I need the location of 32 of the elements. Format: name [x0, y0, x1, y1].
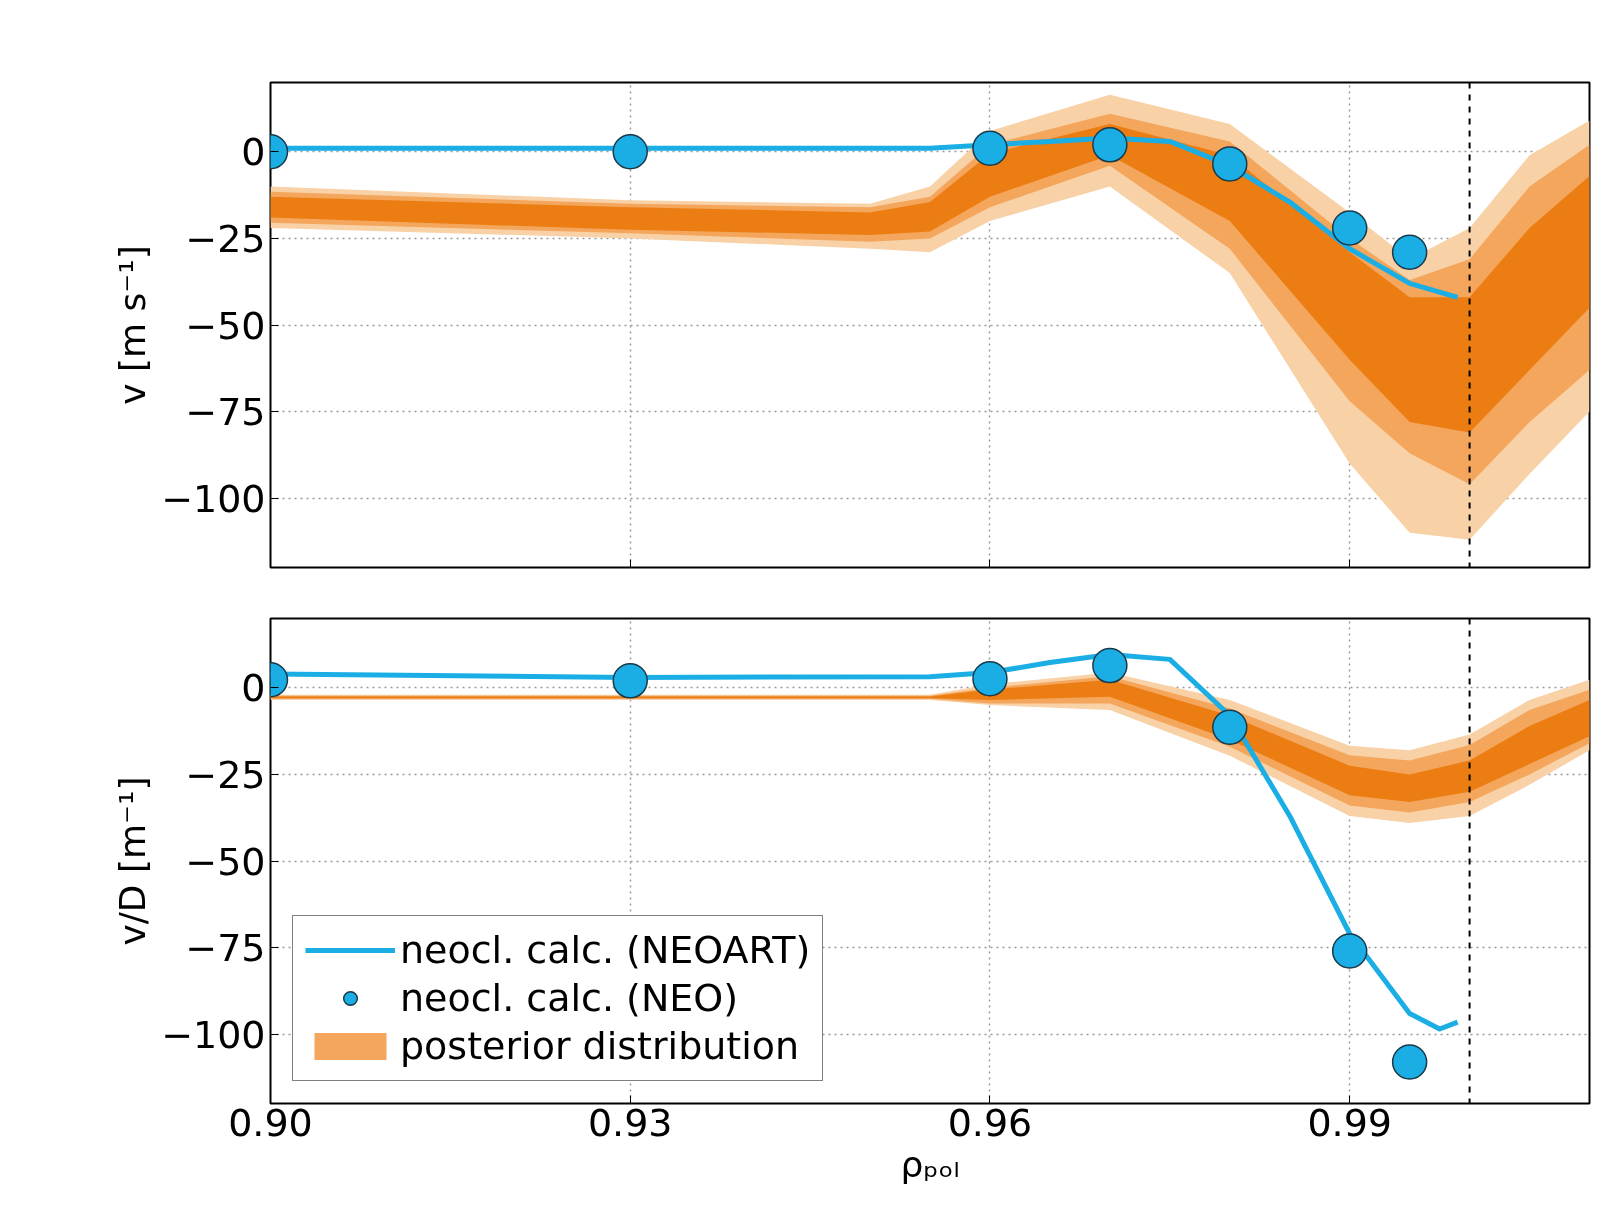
y-tick-label: −100: [161, 476, 266, 521]
point: [1212, 709, 1248, 745]
point: [1212, 146, 1248, 182]
point: [1331, 933, 1368, 969]
y-tick-label: −25: [185, 216, 266, 261]
point: [1391, 234, 1428, 270]
x-axis-title: ρₚₒₗ: [900, 1143, 960, 1185]
point: [1092, 127, 1128, 163]
y-axis-title: v [m s⁻¹]: [112, 245, 154, 405]
x-tick-label: 0.96: [947, 1100, 1033, 1145]
point: [972, 130, 1008, 167]
point: [612, 663, 648, 699]
x-tick-label: 0.99: [1307, 1100, 1392, 1145]
legend-label: posterior distribution: [400, 1024, 800, 1068]
point: [1331, 210, 1368, 246]
legend-label: neocl. calc. (NEO): [400, 976, 739, 1020]
y-axis-title: v/D [m⁻¹]: [112, 776, 154, 946]
y-tick-label: −100: [161, 1012, 266, 1057]
x-tick-label: 0.90: [228, 1100, 313, 1145]
point: [972, 661, 1008, 697]
y-tick-label: 0: [241, 130, 266, 175]
x-tick-label: 0.93: [587, 1100, 673, 1145]
point: [1092, 647, 1128, 684]
y-tick-label: −75: [185, 390, 266, 435]
legend-label: neocl. calc. (NEOART): [400, 928, 811, 972]
y-tick-label: −75: [185, 926, 266, 971]
y-tick-label: −25: [185, 752, 266, 797]
y-tick-label: 0: [241, 666, 266, 711]
y-tick-label: −50: [185, 839, 266, 884]
point: [1391, 1044, 1428, 1080]
point: [612, 134, 648, 170]
y-tick-label: −50: [185, 303, 266, 348]
